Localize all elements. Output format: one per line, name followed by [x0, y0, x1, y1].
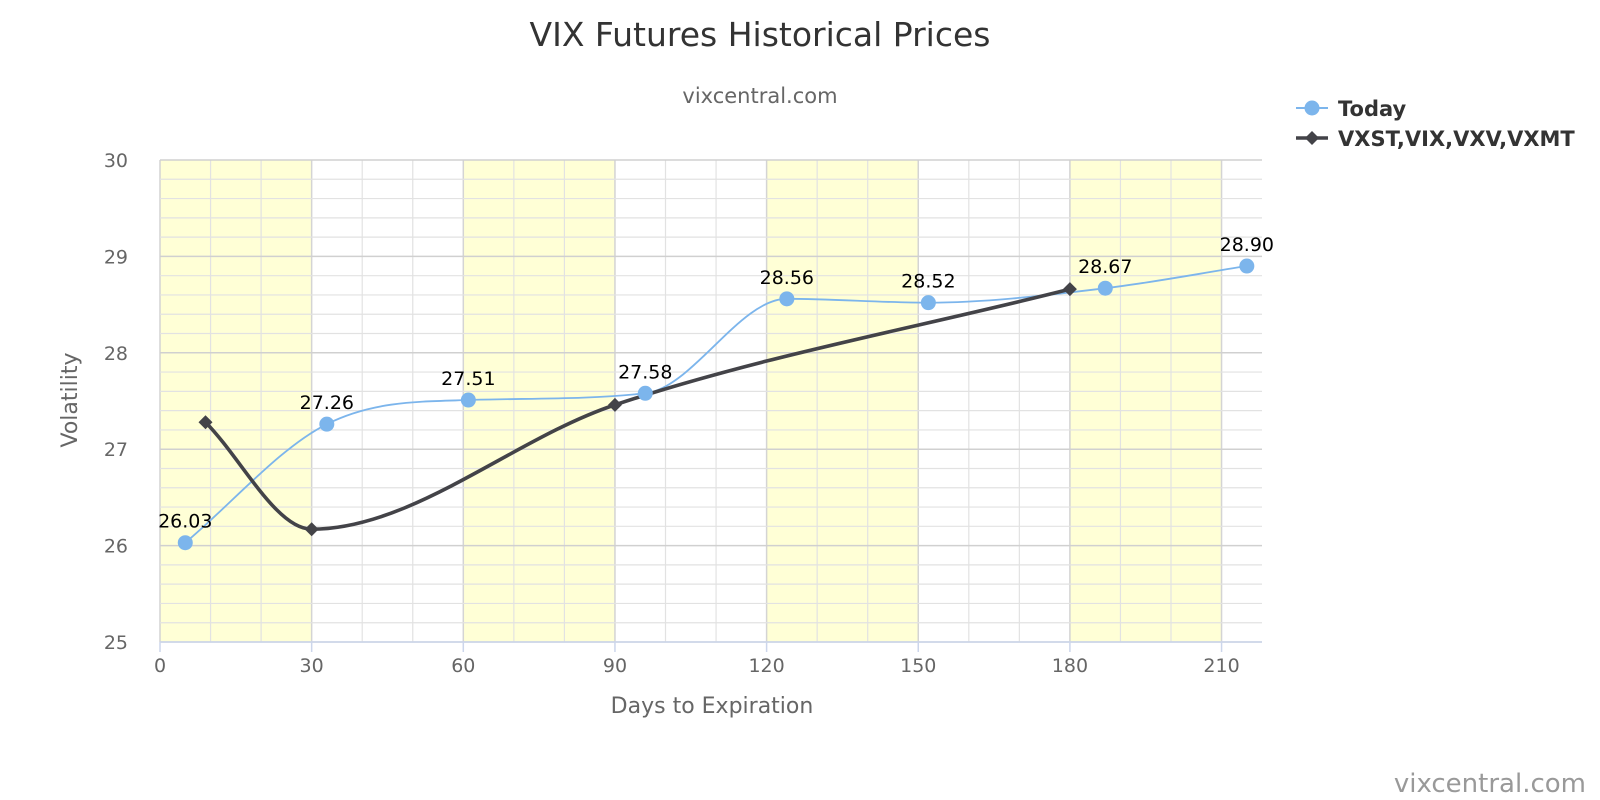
x-tick-label: 150 [900, 655, 936, 677]
x-tick-label: 90 [603, 655, 627, 677]
x-tick-label: 30 [300, 655, 324, 677]
spot-index-point[interactable] [607, 397, 622, 412]
x-tick-label: 120 [748, 655, 784, 677]
shaded-band [766, 160, 919, 642]
x-tick-label: 0 [154, 655, 166, 677]
data-label: 28.67 [1078, 256, 1132, 278]
today-point[interactable] [1097, 280, 1113, 296]
grid [159, 159, 1262, 643]
legend-diamond-marker[interactable] [1305, 131, 1319, 145]
y-tick-label: 30 [104, 150, 128, 172]
today-point[interactable] [319, 416, 335, 432]
today-point[interactable] [1239, 258, 1255, 274]
data-label: 28.56 [760, 267, 814, 289]
today-point[interactable] [637, 385, 653, 401]
chart-subtitle: vixcentral.com [682, 84, 837, 108]
y-tick-label: 25 [104, 632, 128, 654]
x-axis-title: Days to Expiration [611, 694, 814, 719]
legend[interactable]: Today VXST,VIX,VXV,VXMT [1296, 97, 1575, 151]
spot-index-point[interactable] [304, 522, 319, 537]
data-label: 27.26 [300, 392, 354, 414]
y-tick-label: 29 [104, 246, 128, 268]
legend-item-label[interactable]: VXST,VIX,VXV,VXMT [1338, 127, 1575, 151]
legend-item-label[interactable]: Today [1338, 97, 1407, 121]
markers[interactable] [177, 258, 1255, 551]
data-labels: 26.03 27.26 27.51 27.58 28.56 28.52 28.67 28.90 [158, 234, 1274, 533]
shaded-band [160, 160, 312, 642]
credits[interactable]: vixcentral.com [1394, 769, 1586, 799]
chart-title: VIX Futures Historical Prices [530, 15, 991, 54]
legend-circle-marker[interactable] [1304, 100, 1320, 116]
axes: 0 30 60 90 120 150 180 210 25 26 27 28 29 30 [104, 150, 1262, 677]
spot-index-line [204, 287, 1071, 532]
y-tick-label: 27 [104, 439, 128, 461]
shaded-band [463, 160, 615, 642]
x-tick-label: 180 [1052, 655, 1088, 677]
spot-index-point[interactable] [198, 415, 213, 430]
today-point[interactable] [177, 535, 193, 551]
data-label: 26.03 [158, 511, 212, 533]
x-tick-label: 210 [1203, 655, 1239, 677]
today-point[interactable] [779, 291, 795, 307]
today-point[interactable] [460, 392, 476, 408]
data-label: 28.90 [1220, 234, 1274, 256]
spot-index-point[interactable] [1062, 282, 1077, 297]
data-label: 27.58 [618, 361, 672, 383]
x-tick-label: 60 [451, 655, 475, 677]
shaded-bands [160, 160, 1222, 642]
y-tick-label: 26 [104, 536, 128, 558]
y-tick-label: 28 [104, 343, 128, 365]
data-label: 28.52 [901, 271, 955, 293]
shaded-band [1069, 160, 1222, 642]
data-label: 27.51 [441, 368, 495, 390]
today-point[interactable] [920, 295, 936, 311]
y-axis-title: Volatility [58, 352, 83, 447]
